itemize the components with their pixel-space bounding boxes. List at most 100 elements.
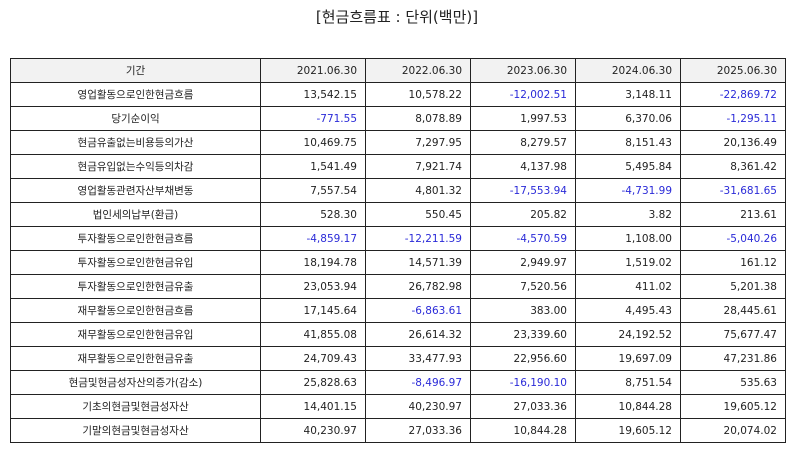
value-cell: 13,542.15: [260, 82, 366, 107]
value-cell: 8,078.89: [365, 106, 471, 131]
value-cell: -22,869.72: [680, 82, 786, 107]
value-cell: -16,190.10: [470, 370, 576, 395]
value-cell: -4,859.17: [260, 226, 366, 251]
row-label: 영업활동으로인한현금흐름: [10, 82, 261, 107]
value-cell: 23,053.94: [260, 274, 366, 299]
table-row: 재무활동으로인한현금흐름 17,145.64 -6,863.61 383.00 4,49…: [10, 298, 786, 323]
value-cell: 7,520.56: [470, 274, 576, 299]
value-cell: 40,230.97: [365, 394, 471, 419]
value-cell: -31,681.65: [680, 178, 786, 203]
value-cell: 8,751.54: [575, 370, 681, 395]
header-period: 기간: [10, 58, 261, 83]
value-cell: 14,401.15: [260, 394, 366, 419]
value-cell: 26,782.98: [365, 274, 471, 299]
table-row: 현금유입없는수익등의차감 1,541.49 7,921.74 4,137.98 5,49…: [10, 154, 786, 179]
table-body: 영업활동으로인한현금흐름 13,542.15 10,578.22 -12,002.51…: [10, 82, 786, 443]
value-cell: 19,605.12: [680, 394, 786, 419]
value-cell: -12,211.59: [365, 226, 471, 251]
table-row: 기말의현금및현금성자산 40,230.97 27,033.36 10,844.28 19…: [10, 418, 786, 443]
table-row: 법인세의납부(환급) 528.30 550.45 205.82 3.82 213.61: [10, 202, 786, 227]
value-cell: 550.45: [365, 202, 471, 227]
value-cell: 20,136.49: [680, 130, 786, 155]
value-cell: 10,844.28: [575, 394, 681, 419]
table-row: 영업활동관련자산부채변동 7,557.54 4,801.32 -17,553.94 -4…: [10, 178, 786, 203]
table-row: 당기순이익 -771.55 8,078.89 1,997.53 6,370.06 -1,2…: [10, 106, 786, 131]
header-2024: 2024.06.30: [575, 58, 681, 83]
value-cell: 3,148.11: [575, 82, 681, 107]
value-cell: 535.63: [680, 370, 786, 395]
row-label: 재무활동으로인한현금유출: [10, 346, 261, 371]
value-cell: 6,370.06: [575, 106, 681, 131]
table-row: 현금및현금성자산의증가(감소) 25,828.63 -8,496.97 -16,190…: [10, 370, 786, 395]
cash-flow-table: 기간 2021.06.30 2022.06.30 2023.06.30 2024…: [10, 58, 786, 443]
header-2023: 2023.06.30: [470, 58, 576, 83]
value-cell: 4,495.43: [575, 298, 681, 323]
value-cell: 24,192.52: [575, 322, 681, 347]
row-label: 현금유출없는비용등의가산: [10, 130, 261, 155]
header-row: 기간 2021.06.30 2022.06.30 2023.06.30 2024…: [10, 58, 786, 83]
table-row: 투자활동으로인한현금유입 18,194.78 14,571.39 2,949.97 1,…: [10, 250, 786, 275]
value-cell: 7,921.74: [365, 154, 471, 179]
value-cell: 5,201.38: [680, 274, 786, 299]
value-cell: 10,844.28: [470, 418, 576, 443]
value-cell: 161.12: [680, 250, 786, 275]
value-cell: 19,697.09: [575, 346, 681, 371]
value-cell: -8,496.97: [365, 370, 471, 395]
row-label: 현금및현금성자산의증가(감소): [10, 370, 261, 395]
value-cell: 75,677.47: [680, 322, 786, 347]
value-cell: 1,997.53: [470, 106, 576, 131]
table-row: 영업활동으로인한현금흐름 13,542.15 10,578.22 -12,002.51…: [10, 82, 786, 107]
row-label: 기말의현금및현금성자산: [10, 418, 261, 443]
value-cell: 27,033.36: [365, 418, 471, 443]
table-row: 기초의현금및현금성자산 14,401.15 40,230.97 27,033.36 10…: [10, 394, 786, 419]
row-label: 당기순이익: [10, 106, 261, 131]
value-cell: 8,151.43: [575, 130, 681, 155]
table-row: 투자활동으로인한현금흐름 -4,859.17 -12,211.59 -4,570.59…: [10, 226, 786, 251]
row-label: 투자활동으로인한현금유출: [10, 274, 261, 299]
value-cell: 47,231.86: [680, 346, 786, 371]
row-label: 투자활동으로인한현금유입: [10, 250, 261, 275]
header-2025: 2025.06.30: [680, 58, 786, 83]
row-label: 기초의현금및현금성자산: [10, 394, 261, 419]
value-cell: 14,571.39: [365, 250, 471, 275]
value-cell: 22,956.60: [470, 346, 576, 371]
value-cell: 5,495.84: [575, 154, 681, 179]
value-cell: 25,828.63: [260, 370, 366, 395]
value-cell: 28,445.61: [680, 298, 786, 323]
table-header: 기간 2021.06.30 2022.06.30 2023.06.30 2024…: [10, 58, 786, 83]
table-row: 재무활동으로인한현금유입 41,855.08 26,614.32 23,339.60 2…: [10, 322, 786, 347]
value-cell: 18,194.78: [260, 250, 366, 275]
header-2022: 2022.06.30: [365, 58, 471, 83]
value-cell: 2,949.97: [470, 250, 576, 275]
value-cell: 8,361.42: [680, 154, 786, 179]
value-cell: -12,002.51: [470, 82, 576, 107]
value-cell: 33,477.93: [365, 346, 471, 371]
row-label: 투자활동으로인한현금흐름: [10, 226, 261, 251]
value-cell: -17,553.94: [470, 178, 576, 203]
value-cell: -5,040.26: [680, 226, 786, 251]
value-cell: 3.82: [575, 202, 681, 227]
value-cell: 1,108.00: [575, 226, 681, 251]
value-cell: 7,297.95: [365, 130, 471, 155]
value-cell: 26,614.32: [365, 322, 471, 347]
value-cell: 24,709.43: [260, 346, 366, 371]
value-cell: 8,279.57: [470, 130, 576, 155]
row-label: 재무활동으로인한현금유입: [10, 322, 261, 347]
row-label: 현금유입없는수익등의차감: [10, 154, 261, 179]
table-row: 투자활동으로인한현금유출 23,053.94 26,782.98 7,520.56 41…: [10, 274, 786, 299]
row-label: 영업활동관련자산부채변동: [10, 178, 261, 203]
table-row: 현금유출없는비용등의가산 10,469.75 7,297.95 8,279.57 8,1…: [10, 130, 786, 155]
page-title: [현금흐름표 : 단위(백만)]: [315, 8, 479, 26]
value-cell: 1,541.49: [260, 154, 366, 179]
value-cell: 205.82: [470, 202, 576, 227]
value-cell: 23,339.60: [470, 322, 576, 347]
value-cell: -4,731.99: [575, 178, 681, 203]
row-label: 법인세의납부(환급): [10, 202, 261, 227]
header-2021: 2021.06.30: [260, 58, 366, 83]
value-cell: 10,469.75: [260, 130, 366, 155]
value-cell: 1,519.02: [575, 250, 681, 275]
value-cell: 40,230.97: [260, 418, 366, 443]
value-cell: 528.30: [260, 202, 366, 227]
value-cell: 41,855.08: [260, 322, 366, 347]
value-cell: -4,570.59: [470, 226, 576, 251]
